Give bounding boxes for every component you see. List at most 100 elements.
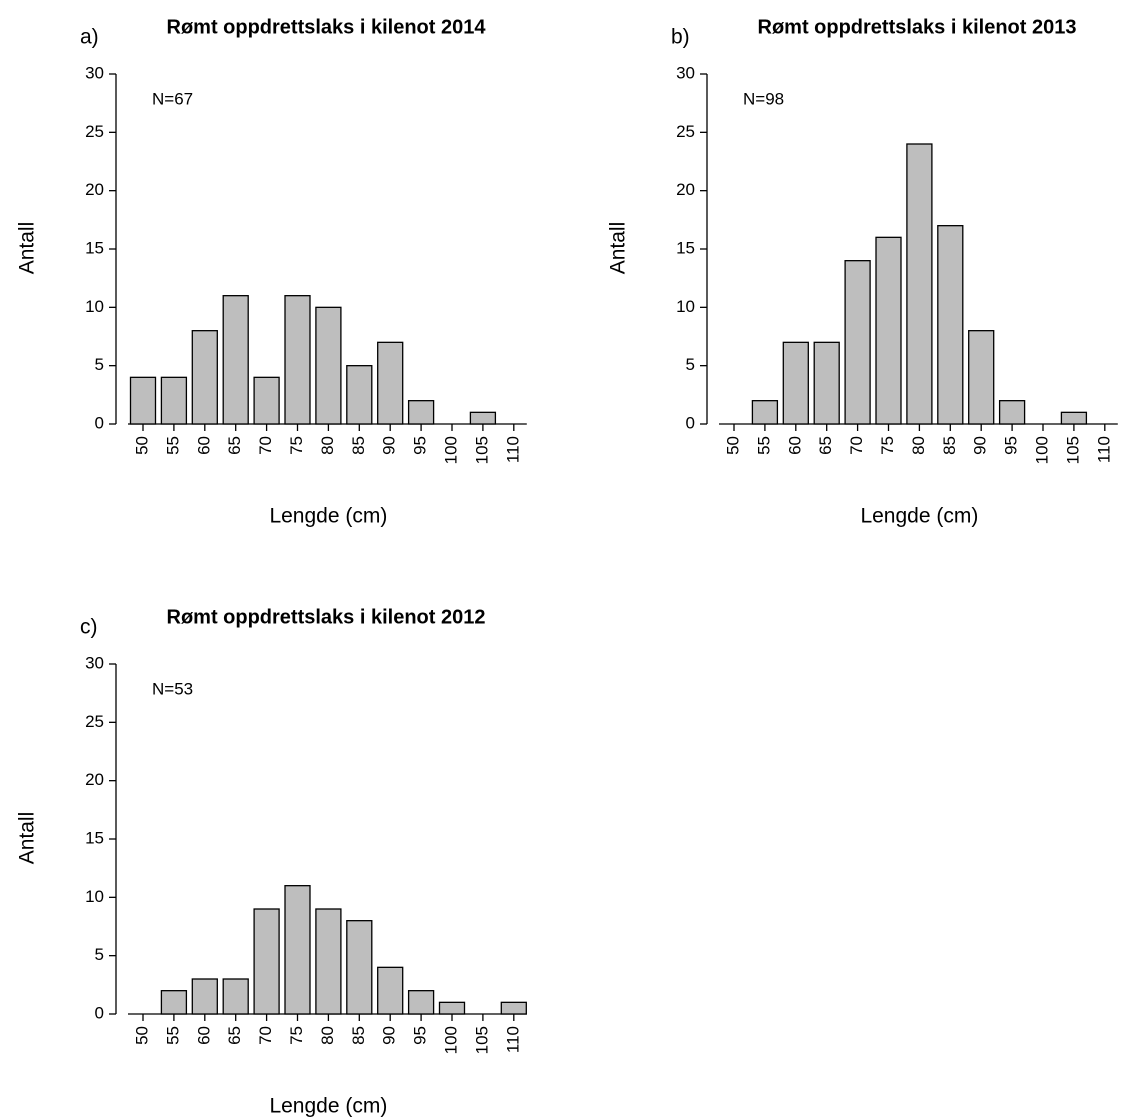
x-tick-label: 65	[816, 436, 835, 455]
x-tick-label: 65	[225, 436, 244, 455]
y-tick-label: 5	[686, 355, 695, 374]
bar	[315, 908, 342, 1015]
bar	[160, 376, 188, 425]
x-tick-label: 50	[132, 1026, 151, 1045]
x-tick-label: 60	[194, 1026, 213, 1045]
x-axis-title: Lengde (cm)	[269, 1095, 387, 1118]
x-tick-label: 95	[411, 436, 430, 455]
x-tick-label: 55	[163, 1026, 182, 1045]
chart-title: Rømt oppdrettslaks i kilenot 2014	[167, 16, 487, 38]
x-tick-label: 95	[1002, 436, 1021, 455]
y-tick-label: 20	[85, 770, 104, 789]
bar	[346, 920, 373, 1015]
x-tick-label: 75	[287, 1026, 306, 1045]
x-tick-label: 110	[1094, 436, 1113, 463]
bar	[1060, 411, 1088, 425]
bar	[998, 400, 1026, 425]
x-tick-label: 75	[287, 436, 306, 455]
y-axis-title: Antall	[16, 222, 39, 275]
x-tick-label: 60	[785, 436, 804, 455]
y-tick-label: 0	[95, 413, 104, 432]
bar	[813, 341, 840, 425]
bar	[284, 885, 311, 1015]
y-tick-label: 0	[686, 413, 695, 432]
y-tick-label: 30	[85, 653, 104, 672]
bar	[844, 260, 871, 425]
x-tick-label: 80	[318, 1026, 337, 1045]
x-tick-label: 70	[847, 436, 866, 455]
bar	[253, 376, 280, 425]
x-tick-label: 105	[472, 436, 491, 464]
y-tick-label: 5	[95, 945, 104, 964]
bar	[315, 306, 342, 425]
bar	[875, 236, 902, 425]
bar	[253, 908, 280, 1015]
y-tick-label: 15	[85, 238, 104, 257]
x-tick-label: 100	[441, 436, 460, 464]
bar	[377, 341, 404, 425]
x-tick-label: 50	[723, 436, 742, 455]
y-axis-title: Antall	[607, 222, 630, 275]
x-tick-label: 75	[878, 436, 897, 455]
x-tick-label: 105	[1063, 436, 1082, 464]
bar	[751, 400, 779, 425]
bar	[377, 966, 404, 1015]
panel-label: c)	[80, 616, 98, 639]
y-tick-label: 15	[85, 828, 104, 847]
x-tick-label: 85	[349, 1026, 368, 1045]
panel-label: a)	[80, 26, 99, 49]
bar	[222, 978, 249, 1015]
panel-label: b)	[671, 26, 690, 49]
y-tick-label: 25	[85, 712, 104, 731]
x-tick-label: 65	[225, 1026, 244, 1045]
y-tick-label: 15	[676, 238, 695, 257]
bar	[500, 1001, 527, 1015]
y-tick-label: 10	[85, 297, 104, 316]
bar	[968, 330, 995, 425]
bar	[438, 1001, 466, 1015]
x-axis-title: Lengde (cm)	[860, 505, 978, 528]
y-tick-label: 0	[95, 1003, 104, 1022]
bar	[222, 295, 249, 425]
x-tick-label: 85	[349, 436, 368, 455]
x-tick-label: 90	[380, 1026, 399, 1045]
bar	[284, 295, 311, 425]
bar	[906, 143, 933, 425]
x-tick-label: 60	[194, 436, 213, 455]
y-tick-label: 20	[676, 180, 695, 199]
x-tick-label: 110	[503, 436, 522, 463]
bar	[469, 411, 497, 425]
bar	[937, 225, 964, 425]
x-tick-label: 70	[256, 436, 275, 455]
y-tick-label: 30	[85, 63, 104, 82]
x-tick-label: 105	[472, 1026, 491, 1054]
x-tick-label: 85	[940, 436, 959, 455]
x-tick-label: 80	[909, 436, 928, 455]
y-axis-title: Antall	[16, 812, 39, 865]
chart-title: Rømt oppdrettslaks i kilenot 2012	[167, 606, 486, 628]
chart-title: Rømt oppdrettslaks i kilenot 2013	[758, 16, 1077, 38]
bar	[407, 990, 435, 1015]
y-tick-label: 10	[676, 297, 695, 316]
bar	[346, 365, 373, 425]
y-tick-label: 10	[85, 887, 104, 906]
y-tick-label: 25	[85, 122, 104, 141]
annotation: N=53	[152, 679, 193, 698]
bar	[160, 990, 188, 1015]
bar	[782, 341, 809, 425]
y-tick-label: 20	[85, 180, 104, 199]
annotation: N=67	[152, 89, 193, 108]
x-tick-label: 100	[1032, 436, 1051, 464]
bar	[407, 400, 435, 425]
x-tick-label: 70	[256, 1026, 275, 1045]
x-tick-label: 90	[971, 436, 990, 455]
annotation: N=98	[743, 89, 784, 108]
x-tick-label: 110	[503, 1026, 522, 1053]
x-tick-label: 90	[380, 436, 399, 455]
x-tick-label: 80	[318, 436, 337, 455]
bar	[191, 330, 218, 425]
x-tick-label: 100	[441, 1026, 460, 1054]
x-tick-label: 55	[754, 436, 773, 455]
y-tick-label: 30	[676, 63, 695, 82]
